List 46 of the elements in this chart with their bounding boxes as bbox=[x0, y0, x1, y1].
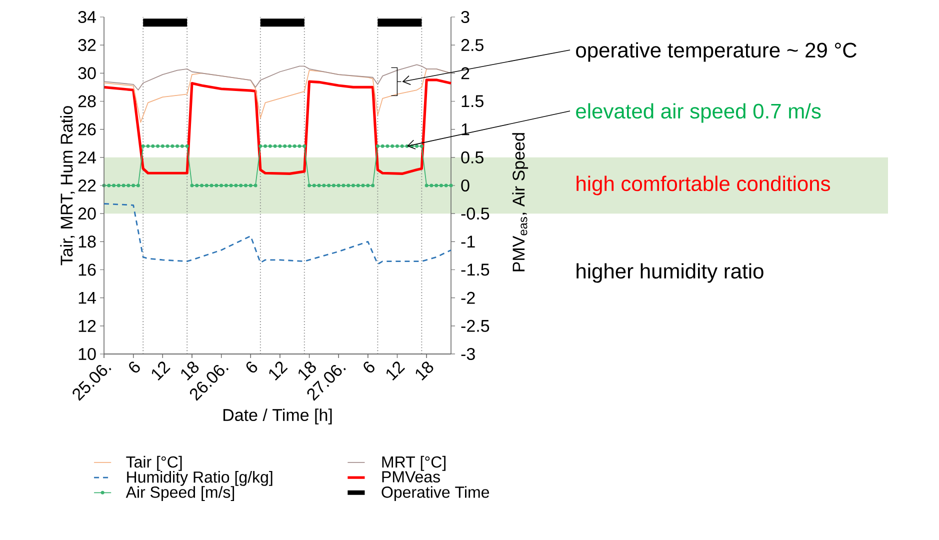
y-tick-label: 30 bbox=[78, 67, 96, 80]
x-tick-label: 12 bbox=[386, 362, 406, 381]
y-tick-label: 12 bbox=[78, 320, 96, 332]
y-tick-label: 26 bbox=[78, 123, 96, 136]
y2-tick-label: -2.5 bbox=[461, 320, 490, 332]
y2-tick-label: 0 bbox=[461, 179, 470, 192]
y-tick-label: 20 bbox=[78, 208, 96, 220]
y-tick-label: 10 bbox=[78, 348, 96, 360]
y2-tick-label: 1.5 bbox=[462, 95, 484, 108]
legend-label: MRT [°C] bbox=[382, 456, 446, 471]
y2-tick-label: 2 bbox=[461, 67, 470, 80]
y2-tick-label: -1.5 bbox=[461, 264, 490, 276]
y-tick-label: 18 bbox=[78, 236, 96, 248]
x-tick-label: 18 bbox=[416, 362, 434, 381]
legend-label: Air Speed [m/s] bbox=[126, 486, 234, 502]
y2-tick-label: 2.5 bbox=[461, 39, 484, 52]
y2-tick-label: -1 bbox=[461, 236, 475, 248]
text: higher humidity ratio bbox=[576, 263, 764, 283]
y2-tick-label: 1 bbox=[462, 123, 470, 136]
x-tick-label: 6 bbox=[246, 362, 258, 373]
annotation: elevated air speed 0.7 m/s bbox=[576, 103, 821, 123]
y2-axis-title: PMV$_{eas}$, Air Speed bbox=[512, 133, 528, 272]
x-tick-label: 6 bbox=[364, 362, 374, 373]
legend-label: Humidity Ratio [g/kg] bbox=[127, 471, 272, 486]
y2-tick-label: 0.5 bbox=[461, 151, 484, 164]
text: operative temperature ~ 29 °C bbox=[576, 42, 856, 62]
y-tick-label: 16 bbox=[78, 264, 96, 276]
y-tick-label: 14 bbox=[78, 292, 96, 304]
x-tick-label: 12 bbox=[152, 362, 170, 381]
y-tick-label: 32 bbox=[78, 39, 96, 52]
y2-tick-label: 3 bbox=[461, 10, 470, 24]
legend-label: Tair [°C] bbox=[126, 456, 182, 471]
y2-tick-label: -3 bbox=[461, 348, 475, 360]
y-axis-title: Tair, MRT, Hum Ratio bbox=[60, 106, 75, 266]
band-label: high comfortable conditions bbox=[576, 176, 830, 196]
x-tick-label: 12 bbox=[269, 362, 288, 381]
legend-label: PMVeas bbox=[382, 471, 440, 482]
y-tick-label: 34 bbox=[78, 10, 96, 24]
y2-tick-label: -0.5 bbox=[461, 208, 490, 220]
y-tick-label: 24 bbox=[78, 151, 96, 164]
x-axis-title: Date / Time [h] bbox=[223, 408, 332, 424]
legend-label: Operative Time bbox=[382, 486, 490, 502]
y-tick-label: 22 bbox=[78, 180, 96, 192]
y-tick-label: 28 bbox=[78, 95, 96, 108]
y2-tick-label: -2 bbox=[461, 292, 475, 304]
x-tick-label: 6 bbox=[129, 362, 140, 373]
